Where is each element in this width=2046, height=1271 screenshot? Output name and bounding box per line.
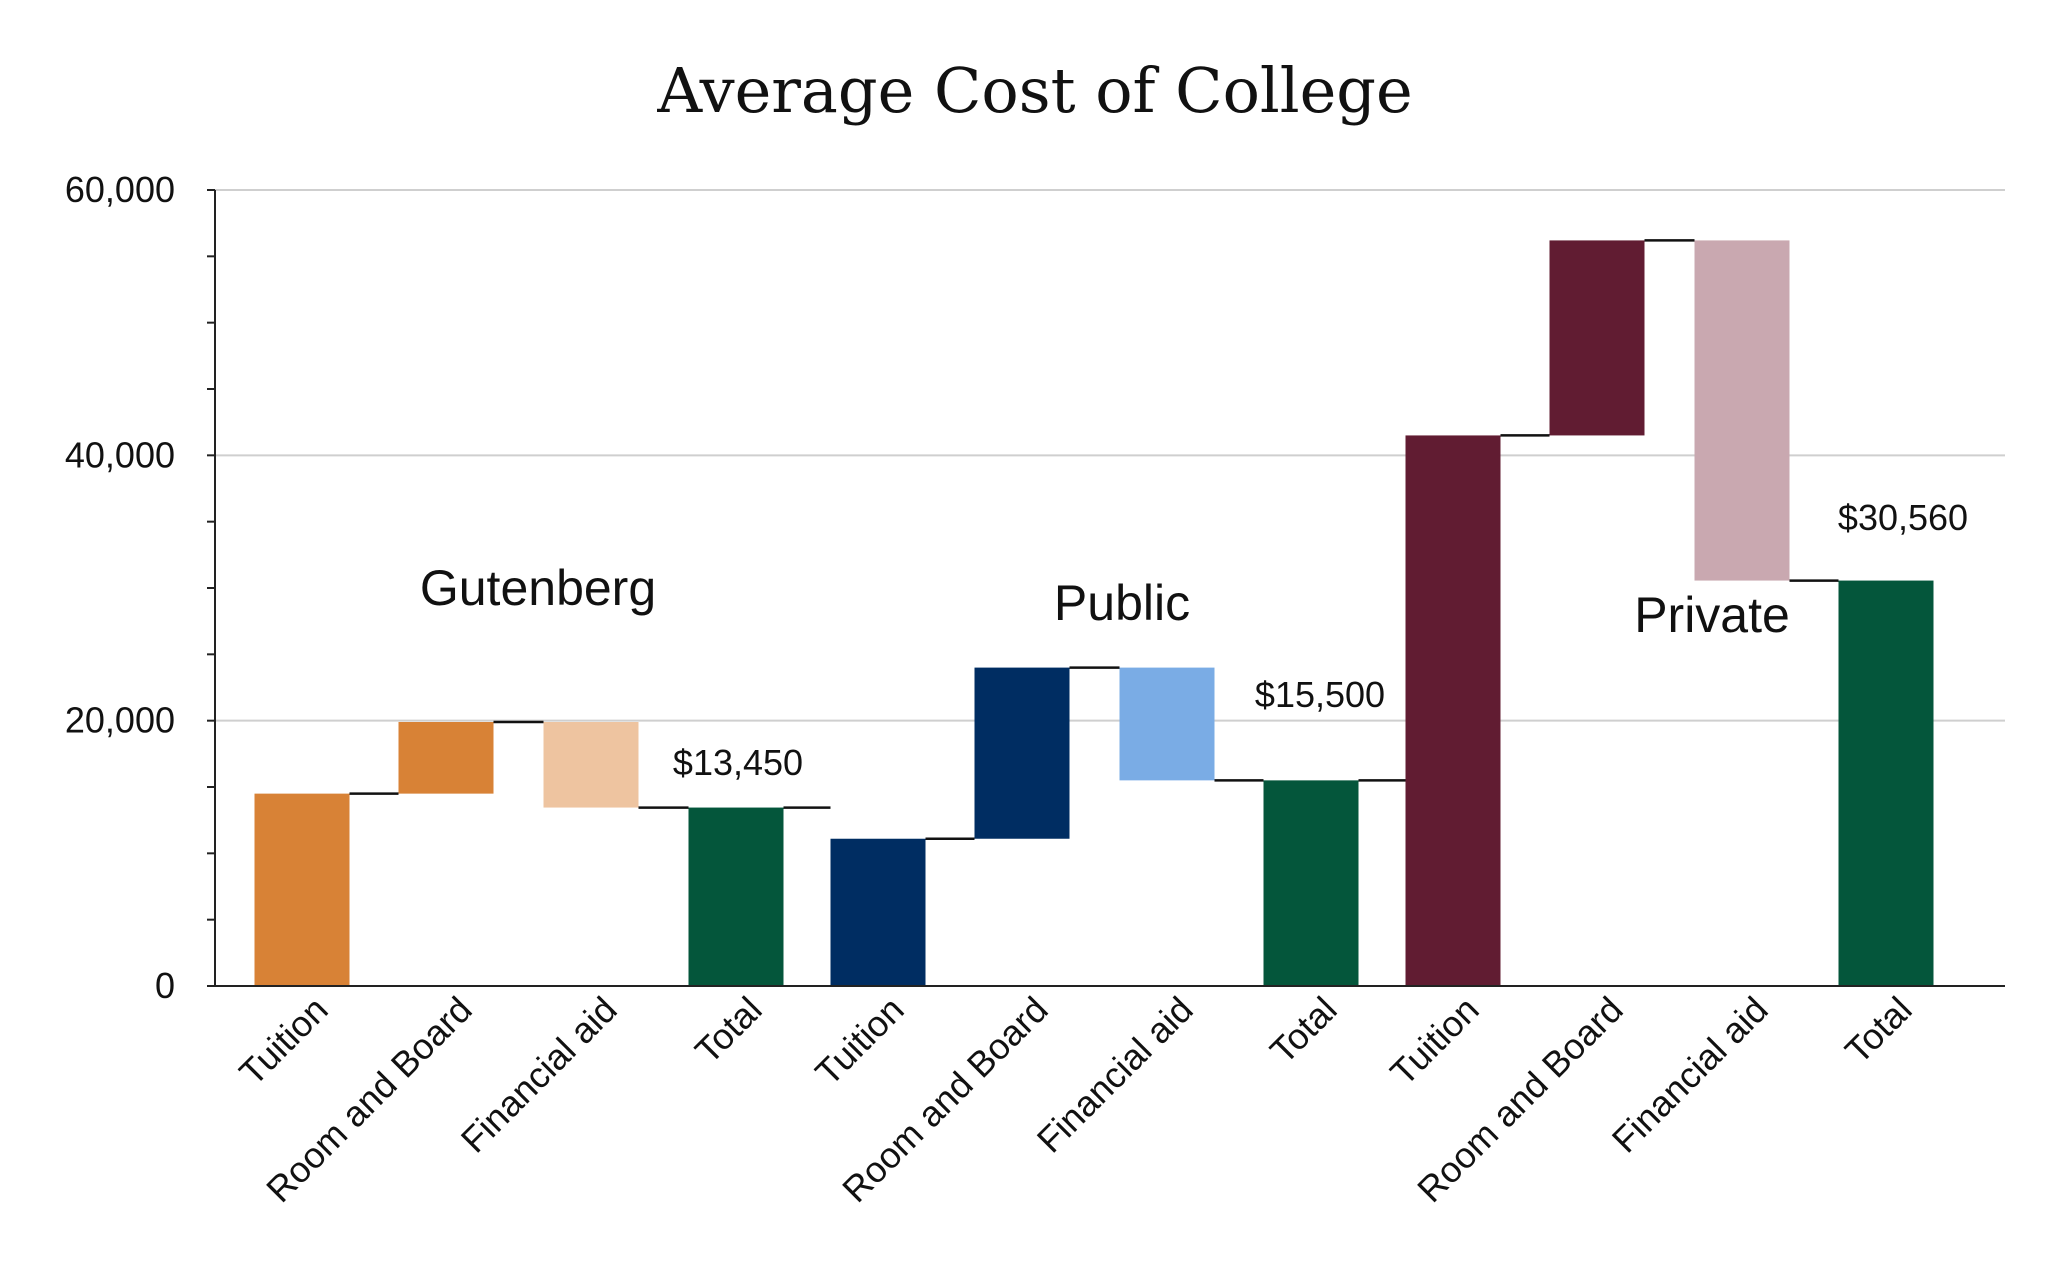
bar-private-tuition: [1405, 435, 1501, 986]
bar-private-room: [1549, 240, 1645, 436]
total-value-label: $30,560: [1838, 497, 1968, 538]
bar-private-aid: [1694, 240, 1790, 581]
y-tick-label: 0: [155, 965, 175, 1006]
bar-gutenberg-total: [688, 807, 784, 986]
annotations: Gutenberg $13,450 Public $15,500 Private $30,…: [420, 497, 1968, 783]
x-tick-label: Tuition: [1382, 989, 1486, 1093]
bar-public-room: [974, 667, 1070, 839]
bar-gutenberg-tuition: [254, 793, 350, 986]
bar-public-total: [1263, 780, 1359, 986]
x-tick-label: Tuition: [807, 989, 911, 1093]
total-value-label: $15,500: [1255, 674, 1385, 715]
bar-gutenberg-aid: [543, 721, 639, 808]
x-tick-label: Tuition: [231, 989, 335, 1093]
x-tick-label: Total: [1262, 989, 1345, 1072]
connector-lines: [349, 239, 1839, 840]
bars: [254, 240, 1934, 986]
group-label: Private: [1634, 587, 1790, 643]
x-tick-label: Total: [687, 989, 770, 1072]
bar-public-aid: [1119, 667, 1215, 781]
group-label: Public: [1054, 575, 1190, 631]
x-tick-label: Total: [1837, 989, 1920, 1072]
bar-public-tuition: [830, 838, 926, 986]
total-value-label: $13,450: [673, 742, 803, 783]
y-tick-label: 60,000: [65, 169, 175, 210]
bar-private-total: [1838, 580, 1934, 986]
x-tick-label: Financial aid: [1604, 989, 1776, 1161]
y-axis-ticks: 0 20,000 40,000 60,000: [65, 169, 175, 1006]
bar-gutenberg-room: [398, 721, 494, 794]
x-tick-label: Financial aid: [1029, 989, 1201, 1161]
axes: [207, 189, 2005, 987]
y-tick-label: 40,000: [65, 434, 175, 475]
y-tick-label: 20,000: [65, 700, 175, 741]
group-label: Gutenberg: [420, 560, 656, 616]
x-tick-label: Financial aid: [453, 989, 625, 1161]
chart-title: Average Cost of College: [656, 54, 1412, 127]
